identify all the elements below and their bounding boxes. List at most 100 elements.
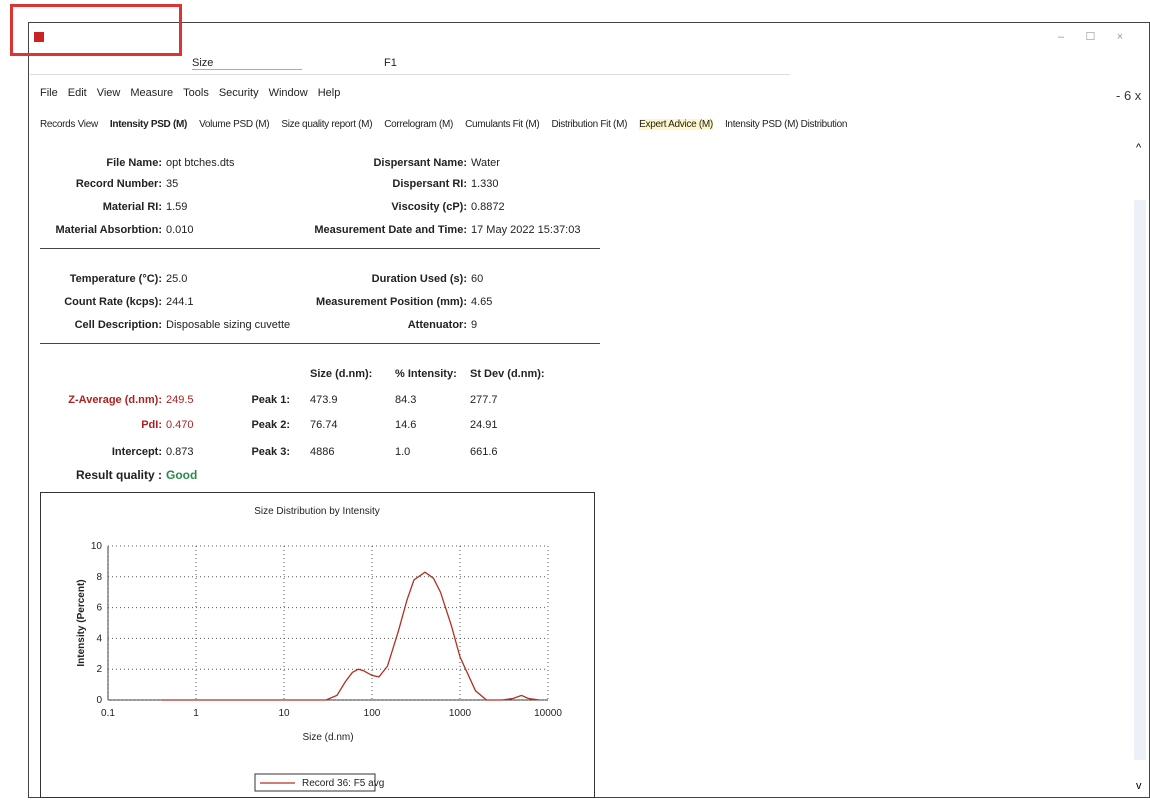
field-value: 17 May 2022 15:37:03 bbox=[471, 224, 581, 236]
y-tick-label: 2 bbox=[96, 664, 102, 675]
x-tick-label: 1 bbox=[193, 708, 199, 719]
app-icon bbox=[34, 32, 44, 42]
field-value: Disposable sizing cuvette bbox=[166, 319, 291, 331]
field-value: 35 bbox=[166, 178, 179, 190]
y-tick-label: 4 bbox=[96, 633, 102, 644]
menu-item[interactable]: Edit bbox=[67, 87, 87, 99]
field-label: Cell Description: bbox=[74, 319, 162, 331]
tab-bar: Records View Intensity PSD (M) Volume PSD … bbox=[40, 114, 859, 130]
tab[interactable]: Volume PSD (M) bbox=[199, 119, 270, 130]
field-label: Dispersant Name: bbox=[373, 157, 467, 169]
menu-bar: File Edit View Measure Tools Security Window He… bbox=[40, 83, 350, 99]
toolbar bbox=[30, 52, 790, 75]
field-value: 4.65 bbox=[471, 296, 493, 308]
field-value: opt btches.dts bbox=[166, 157, 235, 169]
field-value: 25.0 bbox=[166, 273, 188, 285]
field-label: File Name: bbox=[106, 157, 162, 169]
field-label: Material Absorbtion: bbox=[55, 224, 162, 236]
mdi-controls[interactable]: - 6 x bbox=[1116, 88, 1142, 103]
field-label: Count Rate (kcps): bbox=[64, 296, 162, 308]
field-value: 244.1 bbox=[166, 296, 194, 308]
result-label: Intercept: bbox=[111, 446, 162, 458]
field-value: Water bbox=[471, 157, 500, 169]
tab[interactable]: Expert Advice (M) bbox=[639, 119, 713, 130]
field-label: Viscosity (cP): bbox=[391, 201, 467, 213]
result-value: 0.470 bbox=[166, 419, 194, 431]
field-value: 1.59 bbox=[166, 201, 188, 213]
result-label: Z-Average (d.nm): bbox=[68, 394, 162, 406]
menu-item[interactable]: Security bbox=[218, 87, 259, 99]
y-tick-label: 0 bbox=[96, 695, 102, 706]
result-value: 249.5 bbox=[166, 394, 194, 406]
tab[interactable]: Intensity PSD (M) bbox=[109, 119, 188, 130]
menu-item[interactable]: Tools bbox=[183, 87, 209, 99]
field-label: Attenuator: bbox=[407, 319, 467, 331]
result-header: Size (d.nm): bbox=[310, 368, 373, 380]
peak-value: 277.7 bbox=[470, 394, 498, 406]
chart-frame bbox=[40, 492, 595, 798]
legend-label: Record 36: F5 avg bbox=[302, 778, 384, 789]
peak-value: 84.3 bbox=[395, 394, 417, 406]
field-value: 60 bbox=[471, 273, 484, 285]
sop-field[interactable]: F1 bbox=[384, 57, 397, 69]
field-label: Dispersant RI: bbox=[392, 178, 467, 190]
peak-value: 473.9 bbox=[310, 394, 338, 406]
field-label: Temperature (°C): bbox=[69, 273, 162, 285]
result-header: St Dev (d.nm): bbox=[470, 368, 545, 380]
chart-title: Size Distribution by Intensity bbox=[254, 506, 380, 517]
highlight-box bbox=[10, 4, 182, 56]
peak-label: Peak 1: bbox=[251, 394, 290, 406]
tab[interactable]: Intensity PSD (M) Distribution bbox=[724, 119, 848, 130]
tab[interactable]: Cumulants Fit (M) bbox=[465, 119, 540, 130]
quality-value: Good bbox=[166, 468, 198, 482]
field-value: 0.8872 bbox=[471, 201, 505, 213]
quality-label: Result quality : bbox=[75, 468, 162, 482]
peak-label: Peak 3: bbox=[251, 446, 290, 458]
separator bbox=[40, 343, 600, 344]
tab[interactable]: Records View bbox=[40, 119, 98, 130]
field-label: Material RI: bbox=[102, 201, 162, 213]
x-tick-label: 1000 bbox=[449, 708, 472, 719]
result-value: 0.873 bbox=[166, 446, 194, 458]
peak-value: 76.74 bbox=[310, 419, 338, 431]
scrollbar[interactable] bbox=[1134, 200, 1146, 760]
y-axis-label: Intensity (Percent) bbox=[76, 579, 87, 666]
result-header: % Intensity: bbox=[395, 368, 457, 380]
menu-item[interactable]: View bbox=[96, 87, 121, 99]
data-line bbox=[161, 571, 540, 701]
x-tick-label: 10000 bbox=[534, 708, 562, 719]
x-tick-label: 10 bbox=[278, 708, 290, 719]
peak-value: 14.6 bbox=[395, 419, 417, 431]
separator bbox=[40, 248, 600, 249]
field-label: Record Number: bbox=[75, 178, 162, 190]
field-value: 0.010 bbox=[166, 224, 194, 236]
field-label: Duration Used (s): bbox=[371, 273, 467, 285]
scroll-down[interactable]: v bbox=[1136, 780, 1142, 792]
chart: Size Distribution by Intensity 0 2 4 6 8 10 0.1… bbox=[40, 492, 595, 798]
scroll-up[interactable]: ^ bbox=[1136, 142, 1142, 154]
x-tick-label: 100 bbox=[364, 708, 381, 719]
x-axis-label: Size (d.nm) bbox=[302, 732, 353, 743]
peak-label: Peak 2: bbox=[251, 419, 290, 431]
x-tick-label: 0.1 bbox=[101, 708, 115, 719]
peak-value: 1.0 bbox=[395, 446, 411, 458]
peak-value: 4886 bbox=[310, 446, 335, 458]
menu-item[interactable]: Window bbox=[268, 87, 308, 99]
y-tick-label: 8 bbox=[96, 572, 102, 583]
peak-value: 661.6 bbox=[470, 446, 498, 458]
measurement-type[interactable]: Size bbox=[192, 57, 302, 70]
y-tick-label: 6 bbox=[96, 603, 102, 614]
menu-item[interactable]: Help bbox=[317, 87, 341, 99]
field-label: Measurement Position (mm): bbox=[316, 296, 467, 308]
menu-item[interactable]: Measure bbox=[130, 87, 174, 99]
tab[interactable]: Size quality report (M) bbox=[281, 119, 373, 130]
legend-box bbox=[254, 773, 376, 792]
peak-value: 24.91 bbox=[470, 419, 498, 431]
y-tick-label: 10 bbox=[91, 541, 103, 552]
window-controls[interactable]: – ☐ × bbox=[1058, 31, 1124, 43]
menu-item[interactable]: File bbox=[40, 87, 58, 99]
field-value: 9 bbox=[471, 319, 478, 331]
tab[interactable]: Correlogram (M) bbox=[384, 119, 454, 130]
tab[interactable]: Distribution Fit (M) bbox=[551, 119, 628, 130]
